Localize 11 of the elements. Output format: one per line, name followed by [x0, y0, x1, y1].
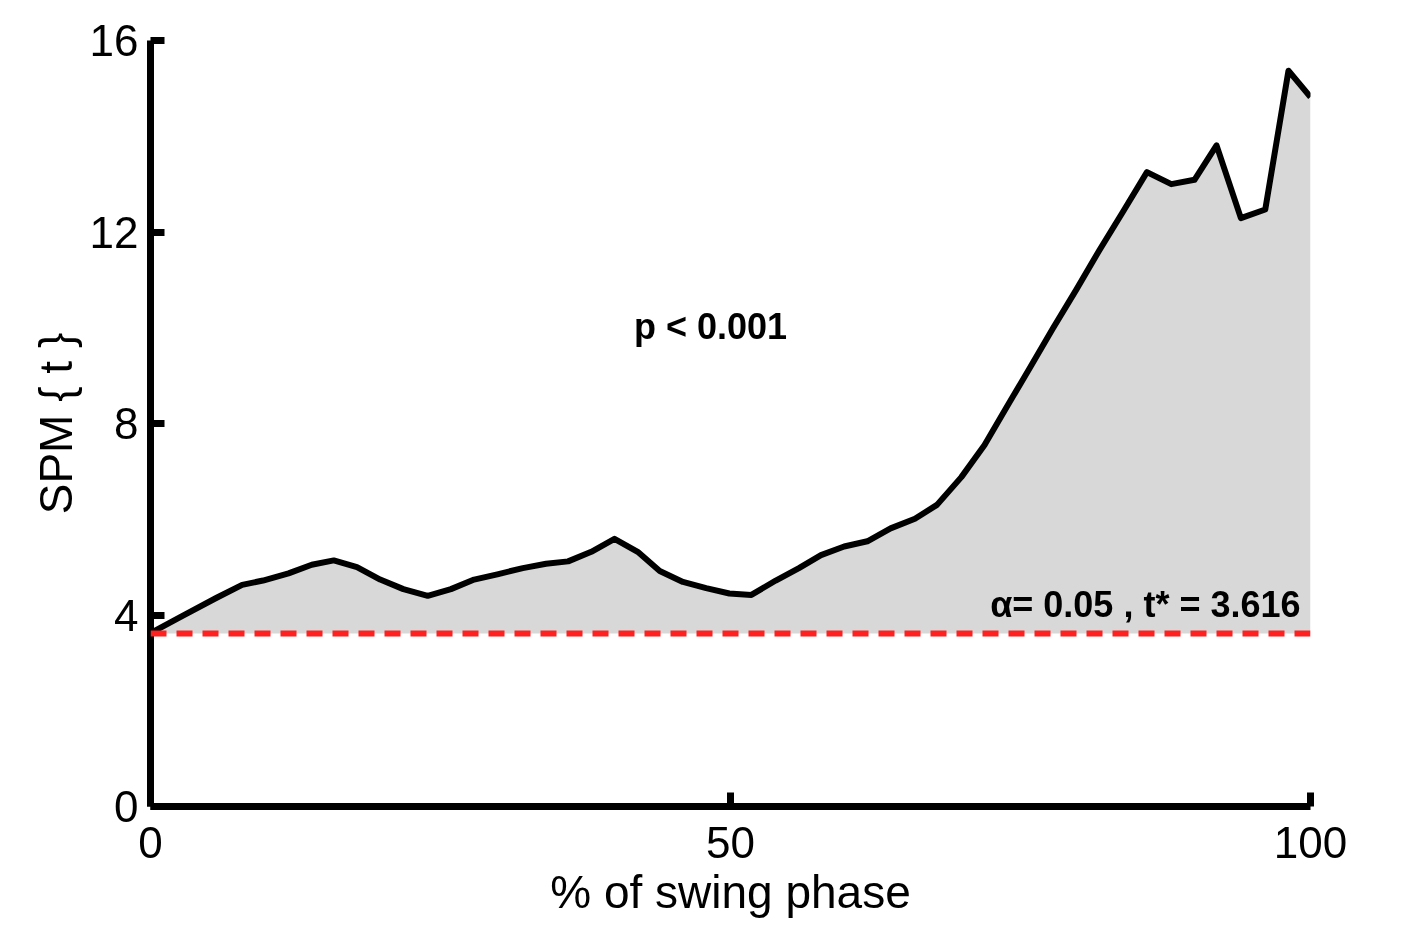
- x-tick-label: 50: [706, 817, 755, 867]
- y-tick-label: 8: [114, 399, 139, 448]
- annotation: p < 0.001: [633, 306, 788, 347]
- y-axis-title: SPM { t }: [29, 332, 82, 515]
- y-tick-label: 16: [89, 16, 139, 65]
- y-tick-label: 4: [114, 590, 139, 640]
- x-axis-title: % of swing phase: [550, 865, 911, 918]
- x-tick-label: 100: [1273, 817, 1348, 867]
- y-tick-label: 12: [89, 207, 139, 257]
- y-tick-label: 0: [114, 782, 139, 831]
- ref-line-label: α= 0.05 , t* = 3.616: [990, 584, 1301, 626]
